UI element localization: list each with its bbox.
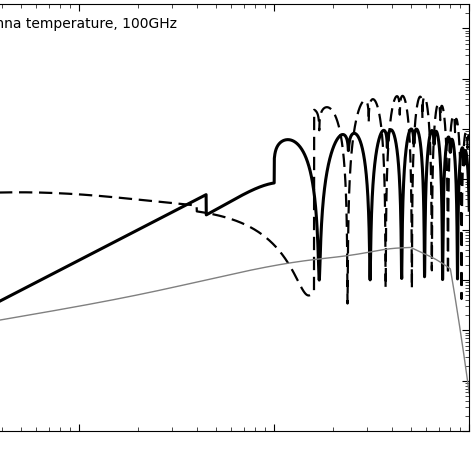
Text: antenna temperature, 100GHz: antenna temperature, 100GHz [0, 18, 177, 31]
